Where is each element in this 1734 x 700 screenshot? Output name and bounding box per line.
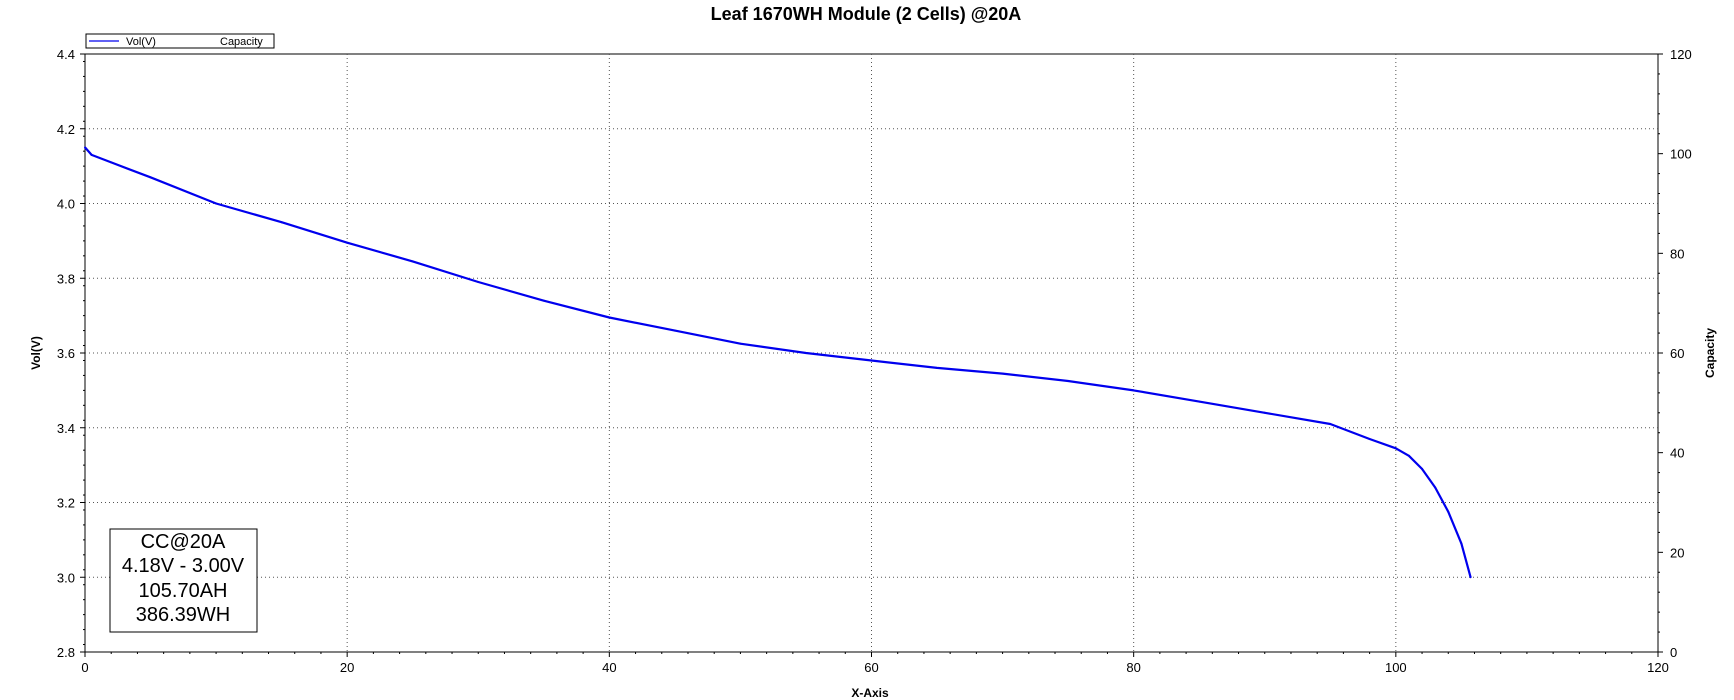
data-point xyxy=(804,352,807,354)
data-point xyxy=(870,359,873,362)
annotation-box: CC@20A 4.18V - 3.00V 105.70AH 386.39WH xyxy=(109,528,258,633)
data-point xyxy=(936,366,939,369)
x-tick-label: 80 xyxy=(1126,660,1140,675)
y2-tick-label: 40 xyxy=(1670,446,1684,461)
y2-tick-label: 100 xyxy=(1670,147,1692,162)
data-point xyxy=(1368,437,1371,440)
legend: Vol(V) Capacity xyxy=(85,33,275,49)
y2-tick-label: 60 xyxy=(1670,346,1684,361)
data-point xyxy=(739,342,742,345)
data-point xyxy=(1263,411,1266,414)
data-point xyxy=(149,176,152,179)
y2-tick-label: 120 xyxy=(1670,47,1692,62)
y-tick-label: 2.8 xyxy=(57,645,75,660)
data-point xyxy=(90,153,93,156)
annotation-capacity: 105.70AH xyxy=(139,580,228,602)
x-tick-label: 60 xyxy=(864,660,878,675)
data-point xyxy=(280,221,283,224)
data-point xyxy=(346,241,349,244)
y-tick-label: 4.2 xyxy=(57,122,75,137)
annotation-frame xyxy=(109,528,258,633)
y2-tick-label: 0 xyxy=(1670,645,1677,660)
series-layer xyxy=(84,146,1472,579)
y-axis-label: Vol(V) xyxy=(29,336,43,370)
data-point xyxy=(1434,486,1437,489)
legend-item-voltage: Vol(V) xyxy=(126,36,156,48)
x-axis-label: X-Axis xyxy=(851,686,889,700)
x-tick-label: 120 xyxy=(1647,660,1669,675)
data-point xyxy=(542,299,545,302)
data-point xyxy=(84,146,86,149)
data-point xyxy=(1067,380,1070,383)
data-point xyxy=(477,280,480,283)
data-point xyxy=(1329,423,1332,426)
y2-tick-label: 80 xyxy=(1670,246,1684,261)
plot-area xyxy=(84,53,1659,653)
data-point xyxy=(1421,467,1424,470)
y-tick-label: 3.6 xyxy=(57,346,75,361)
legend-item-capacity: Capacity xyxy=(220,36,263,48)
y2-tick-label: 20 xyxy=(1670,545,1684,560)
x-tick-label: 0 xyxy=(81,660,88,675)
data-point xyxy=(215,202,218,205)
data-point xyxy=(1132,389,1135,392)
y-tick-label: 3.2 xyxy=(57,496,75,511)
data-point xyxy=(110,161,113,164)
chart-title: Leaf 1670WH Module (2 Cells) @20A xyxy=(711,4,1022,24)
y-tick-label: 3.4 xyxy=(57,421,75,436)
data-point xyxy=(1469,576,1472,579)
x-tick-label: 20 xyxy=(340,660,354,675)
annotation-energy: 386.39WH xyxy=(136,604,231,626)
axis-ticks: 0 20 40 60 80 100 120 2.8 3.0 3.2 3.4 3.6 3.8 4.0 4.2 4… xyxy=(57,47,1692,675)
y2-axis-label: Capacity xyxy=(1703,328,1717,378)
data-point xyxy=(1198,400,1201,403)
legend-box xyxy=(85,33,275,49)
y-tick-label: 4.0 xyxy=(57,197,75,212)
y-tick-label: 4.4 xyxy=(57,47,75,62)
series-line-vol-v xyxy=(84,146,1472,578)
data-point xyxy=(1460,542,1463,545)
data-point xyxy=(411,260,414,263)
data-point xyxy=(1394,447,1397,450)
y-tick-label: 3.0 xyxy=(57,570,75,585)
data-point xyxy=(673,329,676,332)
data-point xyxy=(1001,372,1004,375)
x-tick-label: 100 xyxy=(1385,660,1407,675)
annotation-mode: CC@20A xyxy=(141,531,226,553)
annotation-voltage-range: 4.18V - 3.00V xyxy=(122,555,245,577)
data-point xyxy=(608,316,611,319)
x-tick-label: 40 xyxy=(602,660,616,675)
data-point xyxy=(1407,454,1410,457)
y-tick-label: 3.8 xyxy=(57,271,75,286)
data-point xyxy=(1447,510,1450,513)
